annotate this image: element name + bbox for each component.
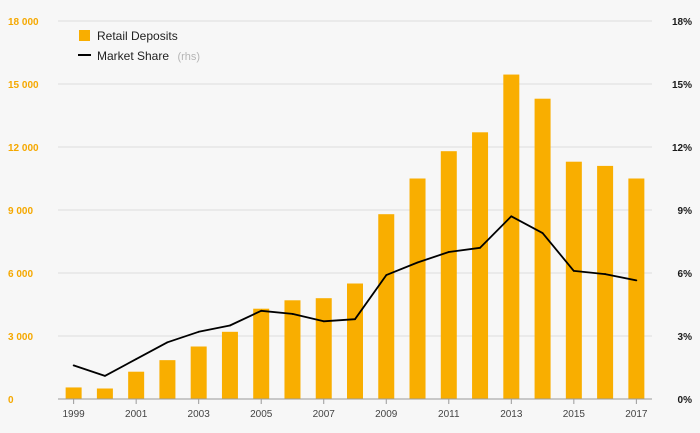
y-left-tick-label: 6 000 bbox=[8, 269, 33, 280]
market-share-point-2014 bbox=[541, 232, 544, 235]
bar-2011 bbox=[440, 151, 457, 399]
legend: Retail Deposits Market Share (rhs) bbox=[78, 29, 200, 64]
market-share-point-2011 bbox=[447, 251, 450, 253]
x-tick-label: 2017 bbox=[625, 409, 648, 420]
x-tick-label: 2007 bbox=[313, 409, 336, 420]
x-tick-label: 2011 bbox=[438, 409, 460, 420]
market-share-point-2012 bbox=[479, 246, 481, 249]
bar-2010 bbox=[409, 178, 426, 399]
bar-series-retail-deposits bbox=[65, 74, 645, 400]
gridlines bbox=[58, 20, 652, 337]
legend-label-market-share: Market Share bbox=[97, 49, 169, 63]
bar-2004 bbox=[221, 331, 238, 399]
market-share-point-2009 bbox=[385, 274, 388, 276]
y-left-tick-label: 15 000 bbox=[8, 80, 39, 91]
bar-2002 bbox=[159, 360, 176, 399]
market-share-point-2000 bbox=[103, 375, 106, 377]
line-series-market-share bbox=[72, 215, 638, 377]
market-share-point-2003 bbox=[197, 330, 200, 333]
bar-2001 bbox=[128, 371, 145, 399]
bar-2005 bbox=[253, 308, 270, 399]
market-share-point-1999 bbox=[72, 364, 75, 367]
market-share-point-2002 bbox=[166, 341, 169, 344]
legend-swatch-retail-deposits bbox=[79, 30, 90, 41]
y-right-tick-label: 3% bbox=[678, 332, 693, 343]
y-left-tick-label: 0 bbox=[8, 395, 14, 406]
y-right-tick-label: 15% bbox=[672, 80, 692, 91]
x-tick-label: 2015 bbox=[563, 409, 586, 420]
y-right-tick-label: 12% bbox=[672, 143, 692, 154]
y-right-tick-label: 18% bbox=[672, 17, 692, 28]
y-right-tick-label: 0% bbox=[678, 395, 693, 406]
bar-2012 bbox=[472, 132, 489, 400]
x-tick-label: 1999 bbox=[63, 409, 86, 420]
market-share-point-2005 bbox=[260, 309, 263, 312]
x-tick-label: 2001 bbox=[125, 409, 148, 420]
market-share-point-2013 bbox=[510, 215, 513, 218]
y-left-tick-label: 18 000 bbox=[8, 17, 39, 28]
market-share-point-2015 bbox=[572, 270, 575, 272]
x-tick-label: 2009 bbox=[375, 409, 398, 420]
market-share-point-2001 bbox=[135, 358, 138, 360]
bar-2014 bbox=[534, 98, 551, 399]
y-left-tick-label: 9 000 bbox=[8, 206, 33, 217]
legend-label-rhs-note: (rhs) bbox=[177, 51, 200, 63]
market-share-point-2007 bbox=[322, 320, 325, 323]
bar-1999 bbox=[65, 387, 82, 399]
y-right-tick-label: 6% bbox=[678, 269, 693, 280]
bar-2016 bbox=[597, 165, 614, 399]
market-share-point-2006 bbox=[291, 313, 294, 315]
bar-2009 bbox=[378, 214, 395, 399]
market-share-point-2004 bbox=[229, 324, 231, 327]
x-tick-label: 2005 bbox=[250, 409, 273, 420]
y-left-tick-label: 12 000 bbox=[8, 143, 39, 154]
x-tick-label: 2013 bbox=[500, 409, 523, 420]
bar-2015 bbox=[565, 161, 582, 399]
bar-2013 bbox=[503, 74, 520, 400]
bar-2006 bbox=[284, 300, 301, 399]
bar-2008 bbox=[347, 283, 363, 399]
market-share-point-2010 bbox=[416, 261, 419, 264]
y-left-tick-label: 3 000 bbox=[8, 332, 33, 343]
bar-2000 bbox=[96, 388, 113, 399]
market-share-point-2017 bbox=[635, 279, 638, 282]
legend-label-market-share-group: Market Share (rhs) bbox=[97, 47, 200, 64]
market-share-point-2008 bbox=[354, 318, 356, 321]
x-tick-label: 2003 bbox=[188, 409, 211, 420]
bar-2007 bbox=[315, 298, 332, 399]
legend-label-retail-deposits: Retail Deposits bbox=[97, 29, 178, 43]
axes: 0 3 000 6 000 9 000 12 000 15 000 18 000 0% 3% 6%… bbox=[8, 17, 692, 420]
y-right-tick-label: 9% bbox=[678, 206, 693, 217]
market-share-point-2016 bbox=[604, 273, 607, 275]
bar-2017 bbox=[628, 178, 645, 399]
bar-2003 bbox=[190, 346, 207, 399]
